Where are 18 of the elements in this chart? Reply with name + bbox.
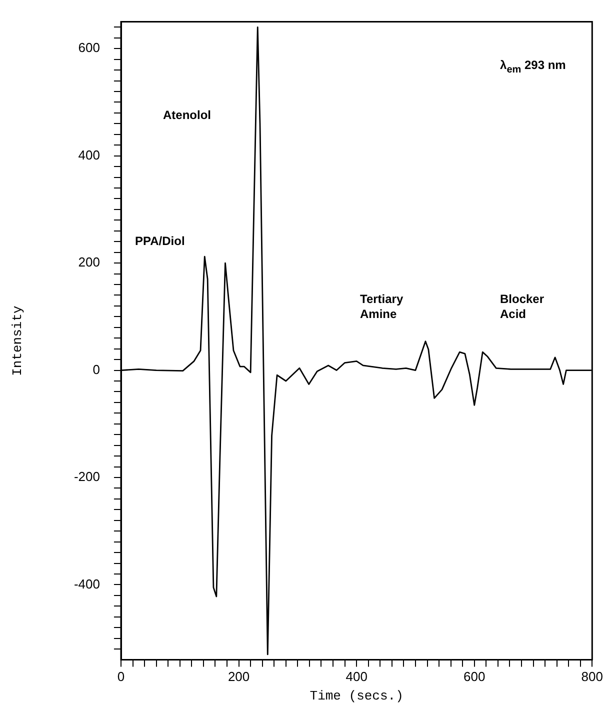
x-tick-label: 600 xyxy=(464,669,486,684)
y-tick-label: 200 xyxy=(78,254,100,270)
y-tick-label: -200 xyxy=(74,469,100,484)
annotation: Tertiary Amine xyxy=(360,292,404,322)
y-tick-label: -400 xyxy=(74,576,100,592)
x-tick-label: 800 xyxy=(581,669,604,684)
annotation: PPA/Diol xyxy=(135,234,185,249)
x-axis-title: Time (secs.) xyxy=(310,688,404,704)
y-tick-label: 600 xyxy=(78,40,100,56)
annotation: Atenolol xyxy=(163,108,211,123)
annotation: λ$_{em}$ 293 nm xyxy=(500,58,566,78)
y-tick-label: 400 xyxy=(78,147,100,162)
y-tick-label: 0 xyxy=(92,362,100,377)
x-tick-label: 400 xyxy=(346,669,368,684)
y-axis-title: Intensity xyxy=(10,306,26,376)
annotation: Blocker Acid xyxy=(500,292,546,322)
x-tick-label: 0 xyxy=(117,669,125,684)
x-tick-label: 200 xyxy=(228,669,250,684)
